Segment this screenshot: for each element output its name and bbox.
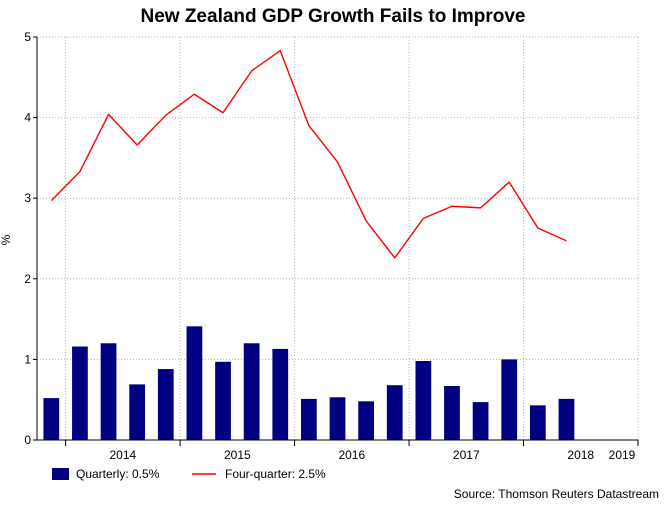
legend-label-four-quarter: Four-quarter: 2.5% (225, 467, 326, 481)
bar (272, 348, 289, 440)
bar (129, 384, 146, 440)
bar (415, 361, 432, 440)
bar (72, 346, 88, 440)
bar (43, 398, 60, 440)
legend: Quarterly: 0.5% Four-quarter: 2.5% (52, 467, 326, 481)
y-tick-label: 1 (24, 352, 31, 366)
bar (358, 401, 374, 440)
y-tick-label: 4 (24, 111, 31, 125)
bar (157, 369, 174, 440)
four-quarter-line (50, 50, 567, 259)
y-tick-label: 5 (24, 30, 31, 44)
bar (100, 343, 117, 440)
x-tick-label: 2014 (110, 448, 137, 462)
x-tick-label: 2019 (609, 448, 636, 462)
x-tick-label: 2018 (567, 448, 594, 462)
y-tick-label: 0 (24, 433, 31, 447)
source-note: Source: Thomson Reuters Datastream (454, 487, 659, 501)
bar (529, 405, 546, 440)
y-tick-label: 2 (24, 272, 31, 286)
y-tick-labels: 0 1 2 3 4 5 (24, 30, 31, 447)
axes (33, 36, 638, 441)
gridlines (37, 36, 639, 446)
bar (444, 385, 460, 440)
four-quarter-line-path (50, 50, 567, 259)
x-tick-labels: 2014 2015 2016 2017 2018 2019 (110, 448, 636, 462)
x-tick-label: 2015 (224, 448, 251, 462)
bar (329, 397, 346, 440)
x-tick-label: 2016 (338, 448, 365, 462)
bar (215, 361, 231, 440)
bar (472, 402, 489, 440)
bar (186, 326, 203, 440)
bar (501, 359, 518, 440)
y-tick-label: 3 (24, 191, 31, 205)
bar (243, 343, 260, 440)
x-tick-label: 2017 (453, 448, 480, 462)
legend-swatch-quarterly (52, 468, 69, 480)
bar (386, 385, 403, 440)
bar (558, 398, 575, 440)
y-axis-label: % (0, 234, 13, 245)
quarterly-bars (43, 326, 575, 440)
bar (301, 398, 317, 440)
chart-title: New Zealand GDP Growth Fails to Improve (140, 6, 525, 27)
legend-label-quarterly: Quarterly: 0.5% (76, 467, 160, 481)
